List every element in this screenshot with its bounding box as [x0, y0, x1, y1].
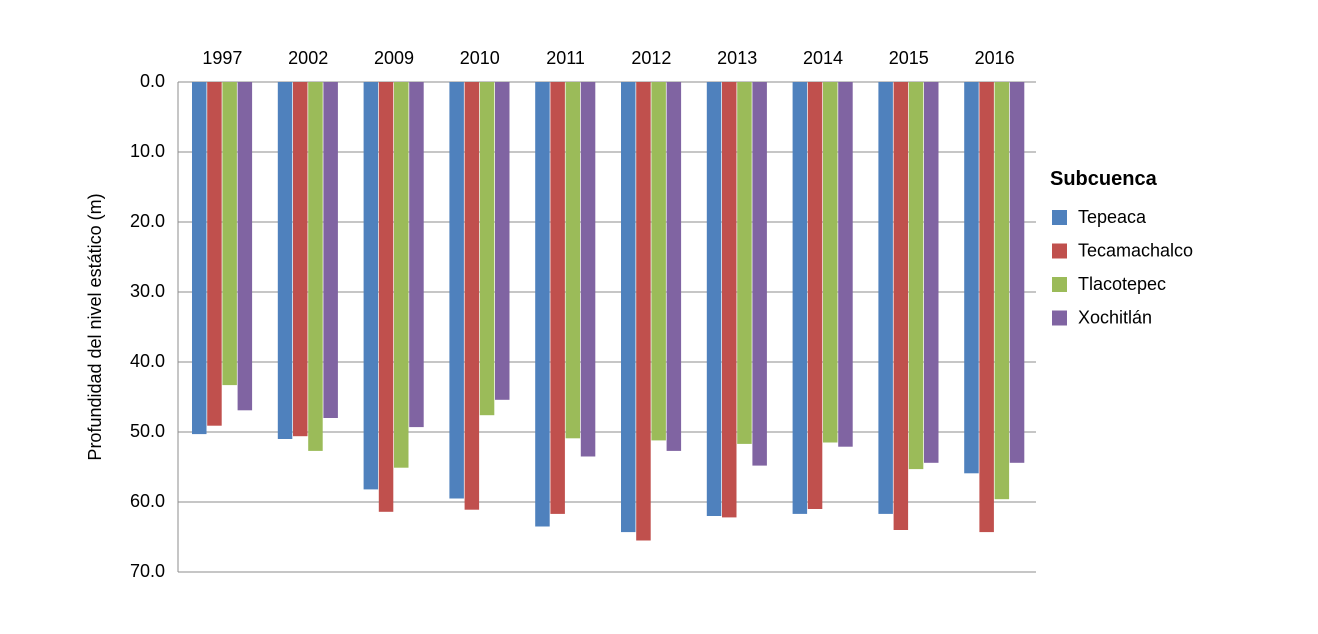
- y-axis-label: Profundidad del nivel estático (m): [85, 193, 105, 460]
- bar: [908, 82, 924, 470]
- bar: [323, 82, 338, 418]
- legend-label: Tlacotepec: [1078, 274, 1166, 294]
- y-tick-label: 10.0: [130, 141, 165, 161]
- bar: [277, 82, 293, 439]
- x-tick-label: 2012: [631, 48, 671, 68]
- bar: [807, 82, 823, 509]
- bar: [237, 82, 253, 411]
- legend-label: Tepeaca: [1078, 207, 1147, 227]
- legend-swatch: [1052, 243, 1067, 259]
- y-tick-label: 0.0: [140, 71, 165, 91]
- bar: [752, 82, 767, 466]
- bar: [207, 82, 222, 426]
- x-tick-label: 2009: [374, 48, 414, 68]
- bar: [706, 82, 722, 516]
- bar: [293, 82, 308, 437]
- legend-title: Subcuenca: [1050, 168, 1158, 190]
- bar: [792, 82, 808, 514]
- bar: [308, 82, 323, 451]
- bar: [964, 82, 979, 474]
- y-tick-label: 40.0: [130, 351, 165, 371]
- bar: [737, 82, 752, 444]
- bar: [394, 82, 409, 468]
- bar: [838, 82, 853, 447]
- bar: [409, 82, 424, 428]
- bar: [535, 82, 550, 527]
- bar: [1009, 82, 1025, 463]
- y-tick-label: 50.0: [130, 421, 165, 441]
- bar: [550, 82, 565, 514]
- bar: [823, 82, 838, 443]
- legend: Subcuenca Tepeaca Tecamachalco Tlacotepec X…: [1050, 168, 1193, 327]
- y-tick-label: 20.0: [130, 211, 165, 231]
- bar: [651, 82, 666, 441]
- bar: [378, 82, 394, 512]
- x-tick-labels: 1997 2002 2009 2010 2011 2012 2013 2014 2015 2016: [202, 48, 1014, 68]
- x-tick-label: 2011: [546, 48, 585, 68]
- x-tick-label: 1997: [202, 48, 242, 68]
- bar: [636, 82, 651, 541]
- legend-swatch: [1052, 310, 1067, 326]
- bar: [722, 82, 737, 518]
- x-tick-label: 2015: [889, 48, 929, 68]
- bar: [621, 82, 636, 533]
- y-tick-label: 70.0: [130, 561, 165, 581]
- bar: [222, 82, 237, 386]
- x-tick-label: 2013: [717, 48, 757, 68]
- x-tick-label: 2016: [975, 48, 1015, 68]
- bar: [495, 82, 510, 400]
- bar: [580, 82, 596, 457]
- bar: [192, 82, 207, 435]
- bar: [878, 82, 893, 514]
- legend-swatch: [1052, 277, 1067, 292]
- bar: [994, 82, 1010, 500]
- bar: [924, 82, 939, 463]
- bar: [464, 82, 480, 510]
- x-tick-label: 2010: [460, 48, 500, 68]
- x-tick-label: 2014: [803, 48, 843, 68]
- legend-label: Tecamachalco: [1078, 240, 1193, 260]
- x-tick-label: 2002: [288, 48, 328, 68]
- bar: [666, 82, 682, 451]
- y-tick-labels: 0.0 10.0 20.0 30.0 40.0 50.0 60.0 70.0: [130, 71, 165, 581]
- bar: [979, 82, 994, 533]
- y-tick-label: 30.0: [130, 281, 165, 301]
- legend-label: Xochitlán: [1078, 307, 1152, 327]
- y-tick-label: 60.0: [130, 491, 165, 511]
- bar: [479, 82, 495, 416]
- bar: [893, 82, 909, 530]
- bar: [363, 82, 379, 490]
- legend-swatch: [1052, 210, 1067, 225]
- bar: [565, 82, 581, 439]
- bars: [192, 82, 1025, 541]
- bar: [449, 82, 464, 499]
